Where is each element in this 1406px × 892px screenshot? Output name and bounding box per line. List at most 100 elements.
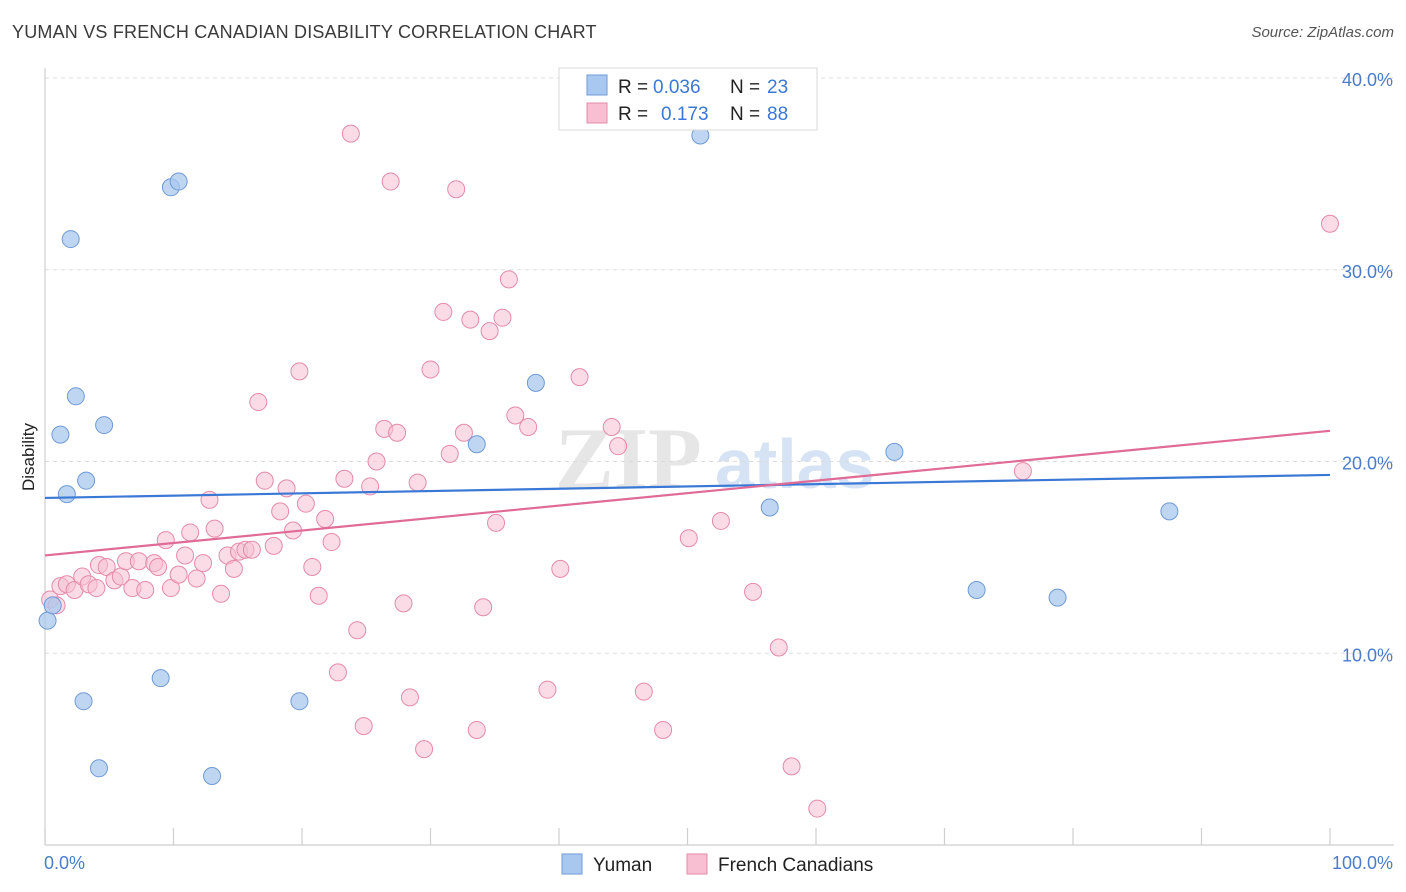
point-french-canadians-86 (1013, 462, 1032, 481)
point-french-canadians-22 (181, 523, 200, 542)
point-french-canadians-78 (634, 682, 653, 701)
point-french-canadians-44 (322, 533, 341, 552)
point-french-canadians-17 (149, 557, 168, 576)
legend-label-yuman: Yuman (593, 855, 652, 876)
point-french-canadians-83 (769, 638, 788, 657)
point-french-canadians-73 (538, 680, 557, 699)
point-yuman-8 (89, 759, 108, 778)
legend-swatch-yuman (561, 853, 583, 875)
point-french-canadians-57 (408, 473, 427, 492)
point-french-canadians-19 (161, 579, 180, 598)
point-french-canadians-48 (348, 621, 367, 640)
point-yuman-9 (95, 416, 114, 435)
y-axis-label: Disability (19, 422, 38, 491)
point-french-canadians-20 (169, 565, 188, 584)
point-french-canadians-72 (519, 417, 538, 436)
series-legend: Yuman French Canadians (561, 853, 873, 876)
stats-n-label-yuman: N = (730, 77, 760, 98)
point-yuman-15 (467, 435, 486, 454)
point-french-canadians-23 (187, 569, 206, 588)
x-tick-label-max: 100.0% (1332, 853, 1393, 873)
point-french-canadians-87 (1321, 214, 1339, 233)
point-french-canadians-15 (136, 580, 155, 599)
stats-n-label-french-canadians: N = (730, 104, 760, 125)
point-french-canadians-68 (487, 513, 506, 532)
point-french-canadians-55 (394, 594, 413, 613)
point-french-canadians-43 (316, 510, 335, 529)
point-french-canadians-21 (176, 546, 195, 565)
point-yuman-18 (760, 498, 779, 517)
point-french-canadians-26 (205, 519, 224, 538)
point-yuman-12 (169, 172, 188, 191)
point-french-canadians-79 (654, 720, 673, 739)
point-french-canadians-33 (249, 393, 268, 412)
point-french-canadians-85 (808, 799, 827, 818)
point-french-canadians-71 (506, 406, 525, 425)
point-french-canadians-9 (97, 557, 116, 576)
point-yuman-0 (38, 611, 57, 630)
point-yuman-13 (203, 766, 222, 785)
point-french-canadians-67 (480, 322, 499, 341)
legend-swatch-french-canadians (686, 853, 708, 875)
point-french-canadians-36 (271, 502, 290, 521)
point-french-canadians-51 (367, 452, 386, 471)
watermark-atlas: atlas (715, 425, 875, 503)
point-french-canadians-84 (782, 757, 801, 776)
point-yuman-5 (66, 387, 85, 406)
x-tick-label-min: 0.0% (44, 853, 85, 873)
point-french-canadians-14 (129, 552, 148, 571)
point-yuman-10 (151, 669, 170, 688)
stats-r-value-french-canadians: 0.173 (661, 104, 709, 125)
stats-n-value-yuman: 23 (767, 77, 788, 98)
stats-legend: R = 0.036 N = 23 R = 0.173 N = 88 (558, 67, 818, 131)
point-french-canadians-70 (499, 270, 518, 289)
stats-swatch-yuman (586, 74, 608, 96)
point-french-canadians-60 (434, 302, 453, 321)
point-french-canadians-63 (454, 423, 473, 442)
point-french-canadians-64 (461, 310, 480, 329)
source-label: Source: ZipAtlas.com (1251, 24, 1394, 41)
trendline-french-canadians (44, 429, 1331, 557)
point-french-canadians-58 (415, 740, 434, 759)
point-french-canadians-40 (296, 494, 315, 513)
point-french-canadians-42 (309, 586, 328, 605)
point-french-canadians-74 (551, 559, 570, 578)
point-french-canadians-41 (303, 557, 322, 576)
legend-label-french-canadians: French Canadians (718, 855, 873, 876)
point-french-canadians-54 (388, 423, 407, 442)
point-yuman-14 (290, 692, 309, 711)
point-french-canadians-53 (381, 172, 400, 191)
chart-title: YUMAN VS FRENCH CANADIAN DISABILITY CORR… (12, 22, 597, 42)
point-french-canadians-7 (87, 579, 106, 598)
point-french-canadians-46 (335, 469, 354, 488)
point-yuman-22 (1160, 502, 1179, 521)
point-french-canadians-56 (400, 688, 419, 707)
point-yuman-21 (1048, 588, 1067, 607)
stats-r-value-yuman: 0.036 (653, 77, 701, 98)
point-french-canadians-75 (570, 368, 589, 387)
point-yuman-7 (77, 471, 96, 490)
stats-n-value-french-canadians: 88 (767, 104, 788, 125)
point-yuman-1 (43, 596, 62, 615)
y-tick-label-10: 10.0% (1342, 645, 1393, 665)
stats-r-label-french-canadians: R = (618, 104, 648, 125)
point-french-canadians-47 (341, 124, 360, 143)
y-tick-label-20: 20.0% (1342, 454, 1393, 474)
point-french-canadians-32 (242, 540, 261, 559)
point-french-canadians-24 (194, 554, 213, 573)
point-french-canadians-39 (290, 362, 309, 381)
point-french-canadians-66 (474, 598, 493, 617)
point-yuman-2 (51, 425, 70, 444)
point-french-canadians-35 (264, 536, 283, 555)
point-french-canadians-77 (609, 437, 628, 456)
point-french-canadians-18 (156, 531, 175, 550)
point-yuman-6 (74, 692, 93, 711)
point-french-canadians-45 (328, 663, 347, 682)
y-tick-label-40: 40.0% (1342, 70, 1393, 90)
point-french-canadians-50 (361, 477, 380, 496)
point-french-canadians-81 (711, 511, 730, 530)
point-french-canadians-80 (679, 529, 698, 548)
point-yuman-19 (885, 442, 904, 461)
point-french-canadians-61 (440, 444, 459, 463)
